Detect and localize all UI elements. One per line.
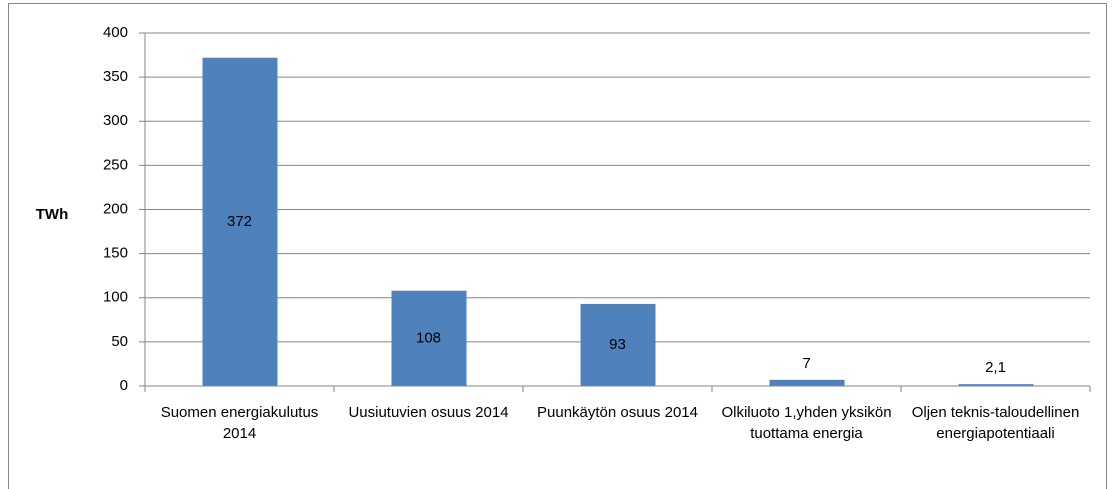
y-tick-label: 0 (120, 377, 128, 394)
value-label: 108 (416, 329, 441, 346)
bar (391, 290, 467, 386)
y-tick-label: 150 (103, 245, 128, 262)
value-label: 2,1 (985, 359, 1006, 376)
y-tick-label: 250 (103, 156, 128, 173)
bar (580, 303, 656, 386)
y-axis-label: TWh (36, 206, 68, 223)
y-tick-label: 200 (103, 200, 128, 217)
x-tick-label: Suomen energiakulutus 2014 (160, 404, 319, 442)
chart-border (8, 3, 1107, 489)
bar (202, 57, 278, 387)
y-tick-label: 400 (103, 24, 128, 41)
x-tick-label: Uusiutuvien osuus 2014 (348, 404, 509, 421)
y-tick-label: 100 (103, 289, 128, 306)
x-tick-label: Puunkäytön osuus 2014 (537, 404, 698, 421)
x-tick-label: Oljen teknis-taloudellinen energiapotent… (911, 404, 1080, 442)
bar (769, 379, 845, 386)
value-label: 372 (227, 213, 252, 230)
y-tick-label: 50 (111, 333, 128, 350)
bar (958, 384, 1034, 386)
y-tick-label: 300 (103, 112, 128, 129)
y-tick-label: 350 (103, 68, 128, 85)
x-tick-label: Olkiluoto 1,yhden yksikön tuottama energ… (721, 404, 892, 442)
value-label: 7 (802, 355, 810, 372)
value-label: 93 (609, 336, 626, 353)
